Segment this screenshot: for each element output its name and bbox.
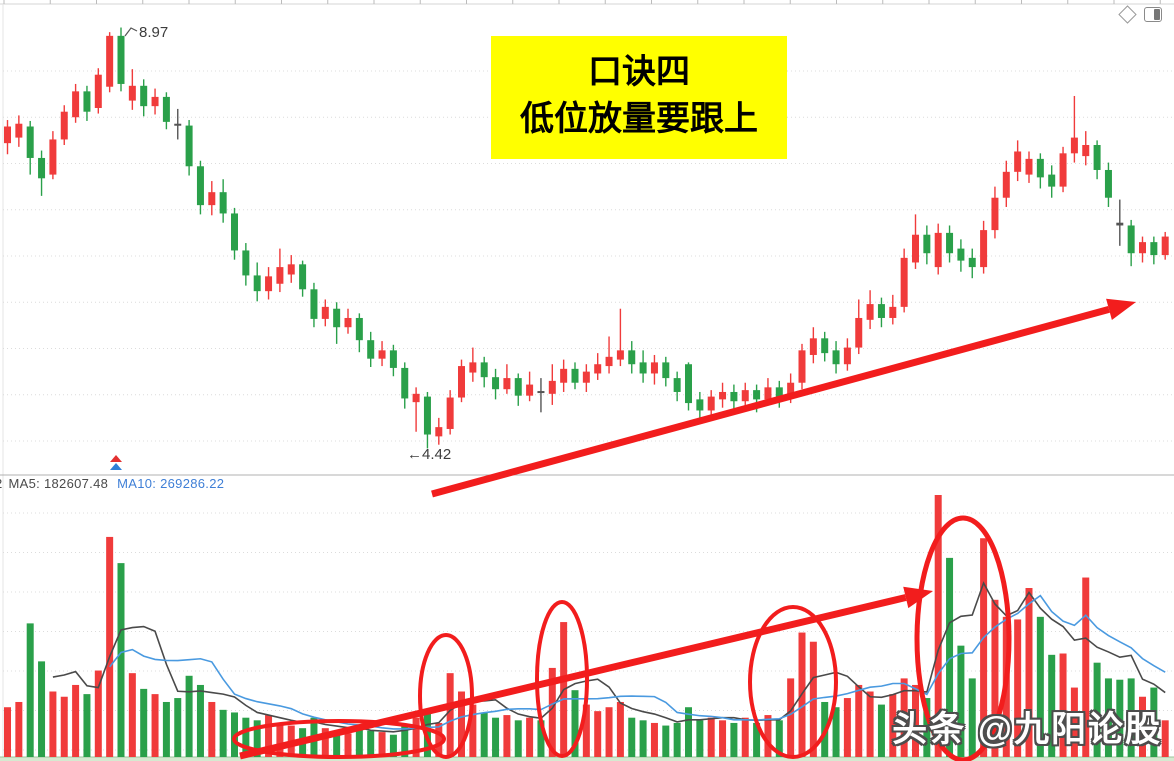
candlestick-series xyxy=(4,27,1169,449)
ma5-readout: MA5: 182607.48 xyxy=(8,476,109,491)
panel-layout-icon[interactable] xyxy=(1144,7,1162,22)
chart-toolbar xyxy=(1118,5,1162,24)
panel-fill xyxy=(1154,9,1160,20)
volume-spike-ellipse-2 xyxy=(535,600,589,758)
svg-text:8.97: 8.97 xyxy=(139,24,168,41)
diamond-icon[interactable] xyxy=(1118,5,1137,24)
volume-ma-lines xyxy=(52,581,1166,733)
volume-trend-arrow xyxy=(239,594,907,760)
price-extremum-labels: 8.97 ←4.42 xyxy=(124,24,451,463)
date-axis-strip xyxy=(0,756,1174,761)
watermark: 头条 @九阳论股 xyxy=(892,710,1162,749)
low-volume-flat-ellipse xyxy=(232,719,446,759)
volume-spike-ellipse-3 xyxy=(748,605,838,759)
banner-line1: 口诀四 xyxy=(588,53,690,91)
banner-line2: 低位放量要跟上 xyxy=(520,100,758,138)
volume-series xyxy=(4,495,1169,757)
volume-spike-ellipse-4 xyxy=(914,515,1012,761)
mnemonic-banner: 口诀四 低位放量要跟上 xyxy=(491,36,787,159)
volume-spike-ellipse-1 xyxy=(418,633,474,759)
annotations xyxy=(232,298,1136,761)
price-trend-arrow xyxy=(431,305,1110,498)
cursor-marker-down-icon xyxy=(110,463,122,470)
indicator-fragment: 2 xyxy=(0,476,3,491)
svg-text:←4.42: ←4.42 xyxy=(407,446,451,463)
ma10-readout: MA10: 269286.22 xyxy=(117,476,225,491)
volume-indicator-bar: 2 MA5: 182607.48 MA10: 269286.22 xyxy=(0,476,224,492)
cursor-marker-up-icon xyxy=(110,455,122,462)
